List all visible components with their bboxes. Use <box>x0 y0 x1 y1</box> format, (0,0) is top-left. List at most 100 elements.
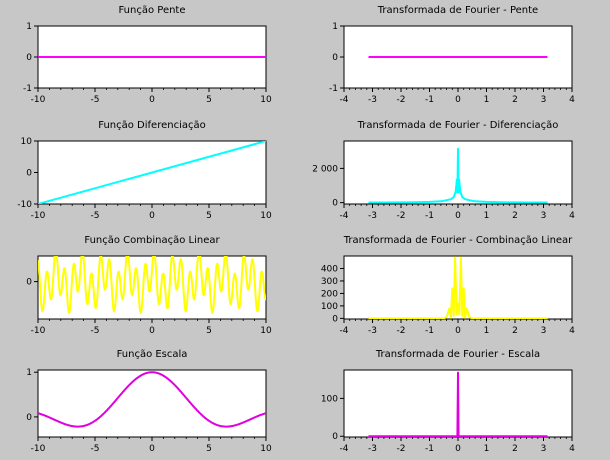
y-tick-label: 0 <box>332 199 338 209</box>
x-tick-label: -5 <box>91 444 100 454</box>
chart-title: Transformada de Fourier - Escala <box>375 349 540 360</box>
x-tick-label: 0 <box>455 211 461 221</box>
chart-2: Transformada de Fourier - Pente -4 -3 -2 -1 0… <box>329 5 575 105</box>
y-tick-label: 100 <box>321 394 338 404</box>
x-tick-label: 0 <box>149 444 155 454</box>
x-tick-label: -1 <box>425 444 434 454</box>
x-tick-label: 3 <box>541 95 547 105</box>
y-tick-label: 0 <box>332 53 338 63</box>
x-tick-label: 4 <box>569 326 575 336</box>
chart-title: Transformada de Fourier - Pente <box>377 5 538 16</box>
x-tick-label: 4 <box>569 95 575 105</box>
series-line-1 <box>368 371 548 437</box>
y-tick-label: 100 <box>321 302 338 312</box>
chart-8: Transformada de Fourier - Escala -4 -3 -2 -1… <box>321 349 575 454</box>
x-tick-label: 0 <box>149 95 155 105</box>
x-tick-label: -10 <box>31 211 46 221</box>
y-tick-label: 0 <box>332 432 338 442</box>
x-tick-label: -3 <box>368 211 377 221</box>
chart-4: Transformada de Fourier - Diferenciação -… <box>312 120 575 221</box>
x-tick-label: -1 <box>425 95 434 105</box>
y-tick-label: 0 <box>26 53 32 63</box>
x-tick-label: 3 <box>541 326 547 336</box>
x-tick-label: 0 <box>455 444 461 454</box>
x-tick-label: -3 <box>368 444 377 454</box>
x-tick-label: 2 <box>512 95 518 105</box>
x-tick-label: -2 <box>397 326 406 336</box>
x-tick-label: 5 <box>206 211 212 221</box>
x-tick-label: 4 <box>569 444 575 454</box>
chart-3: Função Diferenciação -10 -5 0 5 10 -10 0 10 <box>17 120 272 221</box>
series-line-1 <box>368 147 548 204</box>
chart-1: Função Pente-10 -5 0 5 10-101 <box>23 5 272 105</box>
chart-title: Função Diferenciação <box>98 120 206 131</box>
y-tick-label: -10 <box>17 200 32 210</box>
x-tick-label: -5 <box>91 326 100 336</box>
x-tick-label: -4 <box>340 211 349 221</box>
chart-5: Função Combinação Linear -10 -5 0 5 10 0 <box>26 235 272 336</box>
series-line-1 <box>38 371 266 428</box>
chart-title: Função Pente <box>118 5 185 16</box>
chart-title: Transformada de Fourier - Combinação Lin… <box>343 235 573 246</box>
series-line-1 <box>38 256 266 314</box>
y-tick-label: 0 <box>332 314 338 324</box>
x-tick-label: -1 <box>425 326 434 336</box>
x-tick-label: 1 <box>484 326 490 336</box>
x-tick-label: 0 <box>455 326 461 336</box>
y-tick-label: 300 <box>321 277 338 287</box>
x-tick-label: -4 <box>340 444 349 454</box>
x-tick-label: -2 <box>397 211 406 221</box>
chart-title: Função Combinação Linear <box>84 235 220 246</box>
x-tick-label: 10 <box>260 95 272 105</box>
x-tick-label: -10 <box>31 326 46 336</box>
y-tick-label: 1 <box>26 22 32 32</box>
y-tick-label: 0 <box>26 278 32 288</box>
series-line-1 <box>38 141 266 204</box>
x-tick-label: 0 <box>149 326 155 336</box>
x-tick-label: 4 <box>569 211 575 221</box>
x-tick-label: -10 <box>31 444 46 454</box>
x-tick-label: -5 <box>91 211 100 221</box>
x-tick-label: -4 <box>340 326 349 336</box>
x-tick-label: 3 <box>541 444 547 454</box>
y-tick-label: 2 000 <box>312 164 338 174</box>
chart-title: Função Escala <box>117 349 188 360</box>
x-tick-label: 1 <box>484 95 490 105</box>
x-tick-label: -3 <box>368 326 377 336</box>
y-tick-label: -1 <box>23 84 32 94</box>
x-tick-label: 0 <box>149 211 155 221</box>
x-tick-label: -3 <box>368 95 377 105</box>
chart-7: Função Escala -10 -5 0 5 10 0 1 <box>26 349 272 454</box>
y-tick-label: 200 <box>321 289 338 299</box>
y-tick-label: -1 <box>329 84 338 94</box>
chart-6: Transformada de Fourier - Combinação Lin… <box>321 235 575 336</box>
x-tick-label: 0 <box>455 95 461 105</box>
x-tick-label: 5 <box>206 326 212 336</box>
y-tick-label: 0 <box>26 169 32 179</box>
x-tick-label: 5 <box>206 444 212 454</box>
y-tick-label: 1 <box>332 22 338 32</box>
y-tick-label: 1 <box>26 368 32 378</box>
x-tick-label: -4 <box>340 95 349 105</box>
y-tick-label: 400 <box>321 264 338 274</box>
x-tick-label: -5 <box>91 95 100 105</box>
x-tick-label: 2 <box>512 326 518 336</box>
y-tick-label: 10 <box>21 137 33 147</box>
x-tick-label: 1 <box>484 444 490 454</box>
x-tick-label: 2 <box>512 211 518 221</box>
x-tick-label: -1 <box>425 211 434 221</box>
series-line-1 <box>368 256 548 319</box>
x-tick-label: -10 <box>31 95 46 105</box>
x-tick-label: 3 <box>541 211 547 221</box>
x-tick-label: 10 <box>260 444 272 454</box>
x-tick-label: 2 <box>512 444 518 454</box>
y-tick-label: 0 <box>26 413 32 423</box>
x-tick-label: -2 <box>397 444 406 454</box>
x-tick-label: 1 <box>484 211 490 221</box>
x-tick-label: 10 <box>260 326 272 336</box>
x-tick-label: 10 <box>260 211 272 221</box>
chart-title: Transformada de Fourier - Diferenciação <box>357 120 559 131</box>
x-tick-label: 5 <box>206 95 212 105</box>
